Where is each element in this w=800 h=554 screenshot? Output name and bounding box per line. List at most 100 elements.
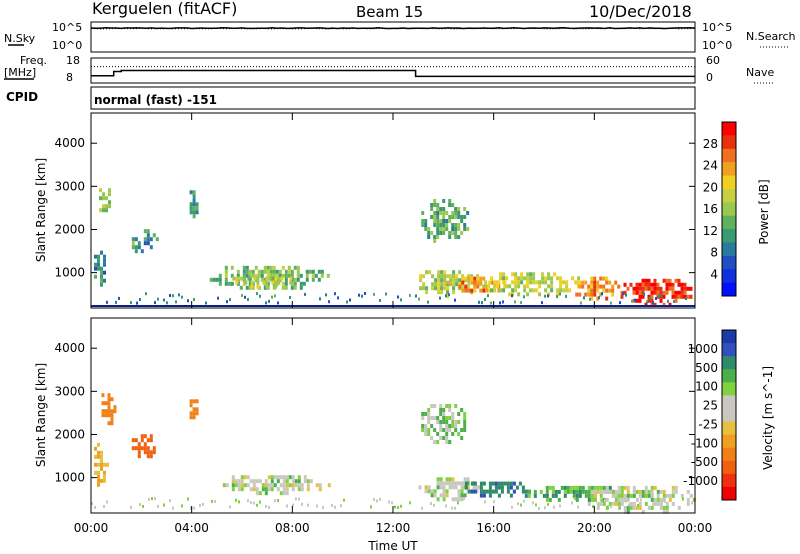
heatmap-cell <box>241 276 245 281</box>
heatmap-cell <box>451 412 455 416</box>
heatmap-cell <box>457 235 461 239</box>
heatmap-cell <box>460 219 464 223</box>
heatmap-cell <box>400 504 402 508</box>
heatmap-cell <box>647 282 651 287</box>
heatmap-cell <box>419 274 423 279</box>
heatmap-cell <box>674 290 678 295</box>
heatmap-cell <box>479 481 483 486</box>
heatmap-cell <box>437 282 441 287</box>
heatmap-cell <box>317 269 321 274</box>
heatmap-cell <box>445 404 449 408</box>
heatmap-cell <box>584 489 588 494</box>
heatmap-cell <box>463 207 467 211</box>
heatmap-cell <box>479 280 483 285</box>
heatmap-cell <box>671 286 675 291</box>
heatmap-cell <box>242 269 246 274</box>
heatmap-cell <box>400 298 402 302</box>
heatmap-cell <box>653 501 657 506</box>
heatmap-cell <box>442 215 446 219</box>
heatmap-cell <box>439 424 443 428</box>
heatmap-cell <box>460 485 464 490</box>
heatmap-cell <box>524 489 528 494</box>
heatmap-cell <box>520 301 522 304</box>
heatmap-cell <box>100 282 103 287</box>
heatmap-cell <box>454 420 458 424</box>
heatmap-cell <box>436 477 440 482</box>
heatmap-cell <box>442 219 446 223</box>
heatmap-cell <box>508 284 512 289</box>
heatmap-cell <box>497 481 501 486</box>
heatmap-cell <box>584 292 588 297</box>
heatmap-cell <box>581 284 585 289</box>
heatmap-cell <box>305 269 309 274</box>
heatmap-cell <box>218 277 222 282</box>
heatmap-cell <box>251 269 255 274</box>
heatmap-cell <box>550 288 554 293</box>
heatmap-cell <box>457 211 461 215</box>
heatmap-cell <box>541 272 545 277</box>
heatmap-cell <box>634 298 636 302</box>
heatmap-cell <box>454 497 458 502</box>
heatmap-cell <box>265 301 267 305</box>
heatmap-cell <box>514 300 516 304</box>
heatmap-cell <box>500 481 504 486</box>
heatmap-cell <box>247 298 249 301</box>
heatmap-cell <box>451 477 455 482</box>
heatmap-cell <box>682 497 684 501</box>
heatmap-cell <box>559 288 563 293</box>
heatmap-cell <box>131 245 135 250</box>
velocity-heatmap <box>91 393 696 514</box>
colorbar-tick-label: 20 <box>703 180 718 194</box>
heatmap-cell <box>108 200 111 205</box>
heatmap-cell <box>433 440 437 444</box>
heatmap-cell <box>689 493 693 498</box>
heatmap-cell <box>296 273 300 278</box>
heatmap-cell <box>457 432 461 436</box>
heatmap-cell <box>461 280 465 285</box>
heatmap-cell <box>511 272 515 277</box>
heatmap-cell <box>467 282 471 287</box>
heatmap-cell <box>419 278 423 283</box>
beam-label: Beam 15 <box>356 3 423 21</box>
heatmap-cell <box>139 298 141 301</box>
heatmap-cell <box>264 479 268 484</box>
heatmap-cell <box>463 227 467 231</box>
heatmap-cell <box>433 416 437 420</box>
heatmap-cell <box>245 269 249 274</box>
heatmap-cell <box>644 485 648 490</box>
heatmap-cell <box>143 446 147 451</box>
heatmap-cell <box>289 296 291 299</box>
heatmap-cell <box>527 489 531 494</box>
heatmap-cell <box>451 215 455 219</box>
velocity-ylabel: Slant Range [km] <box>34 363 48 467</box>
heatmap-cell <box>473 284 477 289</box>
heatmap-cell <box>548 497 552 502</box>
heatmap-cell <box>256 284 260 289</box>
heatmap-cell <box>475 489 479 494</box>
heatmap-cell <box>457 215 461 219</box>
heatmap-cell <box>572 489 576 494</box>
heatmap-cell <box>110 409 114 414</box>
heatmap-cell <box>464 481 468 486</box>
heatmap-cell <box>535 280 539 285</box>
heatmap-cell <box>517 280 521 285</box>
heatmap-cell <box>240 483 244 488</box>
heatmap-cell <box>309 479 313 484</box>
heatmap-cell <box>100 478 103 483</box>
heatmap-cell <box>545 493 549 498</box>
heatmap-cell <box>448 199 452 203</box>
heatmap-cell <box>541 301 543 305</box>
heatmap-cell <box>599 292 603 297</box>
heatmap-cell <box>503 481 507 486</box>
heatmap-cell <box>512 481 516 486</box>
heatmap-cell <box>157 297 159 301</box>
heatmap-cell <box>248 273 252 278</box>
heatmap-cell <box>427 489 431 494</box>
heatmap-cell <box>638 505 642 510</box>
heatmap-cell <box>680 286 684 291</box>
heatmap-cell <box>590 493 594 498</box>
heatmap-cell <box>211 499 213 503</box>
colorbar-swatch <box>722 460 736 475</box>
heatmap-cell <box>94 505 96 509</box>
heatmap-cell <box>532 288 536 293</box>
